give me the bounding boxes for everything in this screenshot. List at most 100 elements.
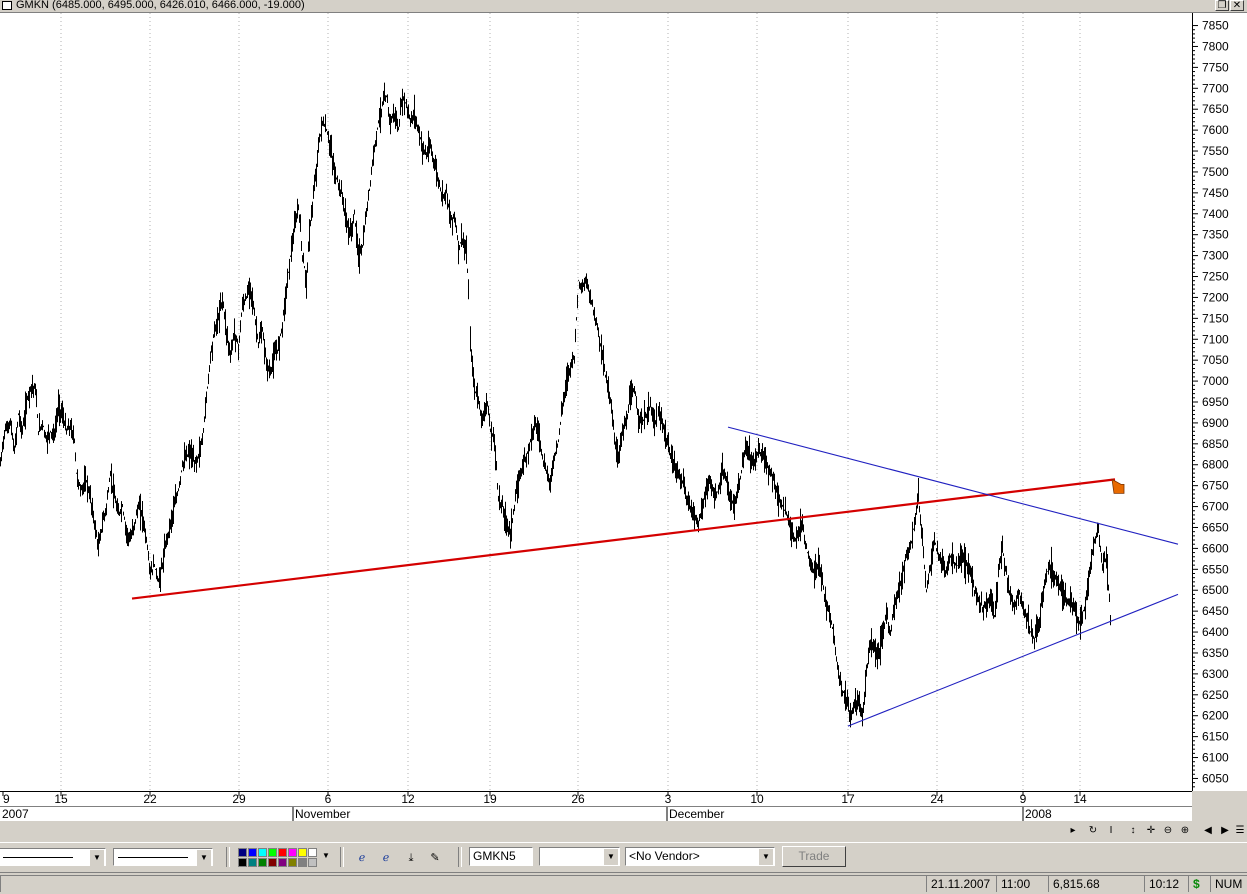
time-axis: 9 15 22 29 6 12 19 26 3 10 17 24 9 14 2007 November Dece… xyxy=(0,791,1192,822)
palette-swatch[interactable] xyxy=(238,848,247,857)
palette-swatch[interactable] xyxy=(308,858,317,867)
close-button[interactable]: ✕ xyxy=(1230,0,1244,11)
palette-swatch[interactable] xyxy=(238,858,247,867)
price-tick-label: 7000 xyxy=(1202,374,1229,388)
trendline-blue-upper[interactable] xyxy=(727,426,1179,545)
cursor-icon[interactable]: I xyxy=(1109,825,1113,836)
price-tick-label: 6550 xyxy=(1202,562,1229,576)
separator xyxy=(458,847,462,867)
refresh-icon[interactable]: ↻ xyxy=(1088,825,1098,836)
price-tick-label: 6150 xyxy=(1202,730,1229,744)
note-icon[interactable]: ✎ xyxy=(430,852,440,864)
line-style-select[interactable]: ▼ xyxy=(0,848,106,866)
browser-icon[interactable]: ℯ xyxy=(358,852,366,864)
time-tick-label: 3 xyxy=(665,792,672,806)
price-tick-label: 7100 xyxy=(1202,332,1229,346)
scroll-right-icon[interactable]: ▶ xyxy=(1221,825,1229,836)
trendline-blue-lower[interactable] xyxy=(847,593,1179,727)
time-tick-label: 12 xyxy=(401,792,415,806)
scroll-right-small-icon[interactable]: ▸ xyxy=(1070,825,1076,836)
price-tick-label: 7800 xyxy=(1202,39,1229,53)
price-tick-label: 7050 xyxy=(1202,353,1229,367)
price-tick-label: 7750 xyxy=(1202,60,1229,74)
palette-swatch[interactable] xyxy=(288,858,297,867)
price-tick-label: 6050 xyxy=(1202,771,1229,785)
price-tick-label: 7650 xyxy=(1202,102,1229,116)
time-tick-label: 14 xyxy=(1073,792,1087,806)
palette-swatch[interactable] xyxy=(268,858,277,867)
price-tick-label: 6200 xyxy=(1202,709,1229,723)
crosshair-icon[interactable]: ✛ xyxy=(1146,825,1156,836)
restore-icon: ❐ xyxy=(1217,0,1227,11)
palette-swatch[interactable] xyxy=(258,848,267,857)
price-tick-label: 6950 xyxy=(1202,395,1229,409)
price-tick-label: 7500 xyxy=(1202,165,1229,179)
window-icon[interactable] xyxy=(2,1,12,10)
chevron-down-icon[interactable]: ▼ xyxy=(90,850,104,866)
time-tick-label: 24 xyxy=(930,792,944,806)
time-axis-canvas: 9 15 22 29 6 12 19 26 3 10 17 24 9 14 2007 November Dece… xyxy=(0,792,1192,822)
separator xyxy=(226,847,230,867)
palette-swatch[interactable] xyxy=(278,858,287,867)
palette-swatch[interactable] xyxy=(268,848,277,857)
time-tick-label: 19 xyxy=(483,792,497,806)
symbol-input[interactable]: GMKN5 xyxy=(469,847,533,866)
line-width-select[interactable]: ▼ xyxy=(113,848,213,866)
price-axis-canvas: 7850 7800 7750 7700 7650 7600 7550 7500 7450 7400… xyxy=(1193,19,1229,788)
palette-swatch[interactable] xyxy=(258,858,267,867)
chevron-down-icon[interactable]: ▼ xyxy=(197,850,211,866)
close-icon: ✕ xyxy=(1232,0,1242,11)
time-tick-label: 9 xyxy=(3,792,10,806)
exchange-select[interactable]: ▼ xyxy=(539,847,620,866)
download-icon[interactable]: ⤓ xyxy=(408,852,414,864)
line-end-marker[interactable] xyxy=(1111,478,1125,494)
color-palette[interactable] xyxy=(238,848,338,868)
palette-swatch[interactable] xyxy=(278,848,287,857)
price-tick-label: 7550 xyxy=(1202,144,1229,158)
trade-button[interactable]: Trade xyxy=(782,846,846,867)
zoom-in-icon[interactable]: ⊕ xyxy=(1180,825,1190,836)
scale-vertical-icon[interactable]: ↕ xyxy=(1130,825,1136,836)
palette-swatch[interactable] xyxy=(248,858,257,867)
status-message xyxy=(0,875,926,892)
price-tick-label: 7850 xyxy=(1202,19,1229,33)
scroll-left-icon[interactable]: ◀ xyxy=(1204,825,1212,836)
status-time: 11:00 xyxy=(996,875,1048,892)
status-num-lock: NUM xyxy=(1210,875,1247,892)
palette-dropdown-icon[interactable]: ▼ xyxy=(322,851,330,860)
vendor-select[interactable]: <No Vendor> ▼ xyxy=(625,847,775,866)
palette-swatch[interactable] xyxy=(298,858,307,867)
price-tick-label: 7450 xyxy=(1202,186,1229,200)
chart-canvas[interactable] xyxy=(0,13,1192,791)
palette-swatch[interactable] xyxy=(288,848,297,857)
chart-menu-icon[interactable]: ☰ xyxy=(1235,825,1245,836)
palette-swatch[interactable] xyxy=(298,848,307,857)
line-marker xyxy=(1111,478,1125,494)
status-bar: 21.11.2007 11:00 6,815.68 10:12 $ NUM xyxy=(0,872,1247,894)
price-tick-label: 6850 xyxy=(1202,437,1229,451)
restore-button[interactable]: ❐ xyxy=(1215,0,1229,11)
time-tick-label: 22 xyxy=(143,792,157,806)
time-tick-label: 29 xyxy=(232,792,246,806)
price-tick-label: 7150 xyxy=(1202,311,1229,325)
chevron-down-icon[interactable]: ▼ xyxy=(759,849,773,865)
grid xyxy=(60,13,1081,791)
price-chart[interactable] xyxy=(0,13,1192,791)
price-tick-label: 6750 xyxy=(1202,479,1229,493)
window-titlebar: GMKN (6485.000, 6495.000, 6426.010, 6466… xyxy=(0,0,1247,13)
zoom-out-icon[interactable]: ⊖ xyxy=(1163,825,1173,836)
currency-icon: $ xyxy=(1188,875,1210,892)
price-tick-label: 7250 xyxy=(1202,270,1229,284)
trendline-red-support[interactable] xyxy=(131,478,1116,600)
time-tick-label: 26 xyxy=(571,792,585,806)
price-axis: 7850 7800 7750 7700 7650 7600 7550 7500 7450 7400… xyxy=(1192,13,1247,791)
palette-swatch[interactable] xyxy=(248,848,257,857)
chevron-down-icon[interactable]: ▼ xyxy=(604,849,618,865)
price-tick-label: 6650 xyxy=(1202,520,1229,534)
time-tick-label: 17 xyxy=(841,792,855,806)
price-tick-label: 6500 xyxy=(1202,583,1229,597)
browser-alt-icon[interactable]: ℯ xyxy=(382,852,390,864)
palette-swatch[interactable] xyxy=(308,848,317,857)
status-clock: 10:12 xyxy=(1144,875,1188,892)
price-tick-label: 6600 xyxy=(1202,541,1229,555)
